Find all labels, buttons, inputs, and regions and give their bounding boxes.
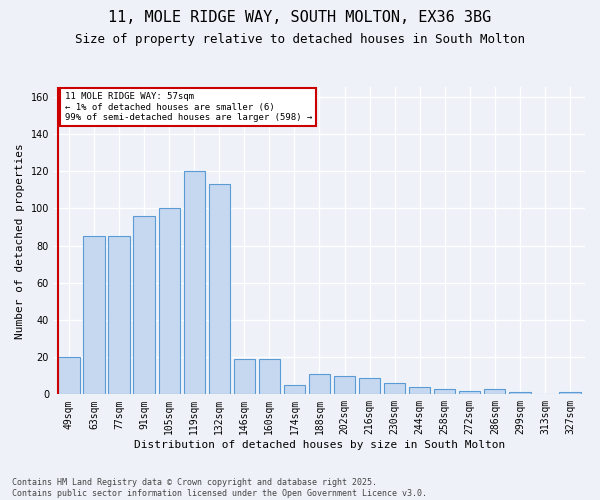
X-axis label: Distribution of detached houses by size in South Molton: Distribution of detached houses by size …: [134, 440, 505, 450]
Bar: [158, 208, 180, 394]
Bar: [233, 359, 255, 394]
Text: Size of property relative to detached houses in South Molton: Size of property relative to detached ho…: [75, 32, 525, 46]
Bar: [284, 385, 305, 394]
Bar: [434, 389, 455, 394]
Bar: [209, 184, 230, 394]
Y-axis label: Number of detached properties: Number of detached properties: [15, 143, 25, 339]
Text: Contains HM Land Registry data © Crown copyright and database right 2025.
Contai: Contains HM Land Registry data © Crown c…: [12, 478, 427, 498]
Bar: [184, 171, 205, 394]
Text: 11, MOLE RIDGE WAY, SOUTH MOLTON, EX36 3BG: 11, MOLE RIDGE WAY, SOUTH MOLTON, EX36 3…: [109, 10, 491, 25]
Bar: [259, 359, 280, 394]
Bar: [509, 392, 530, 394]
Bar: [109, 236, 130, 394]
Bar: [83, 236, 104, 394]
Bar: [559, 392, 581, 394]
Bar: [58, 357, 80, 395]
Bar: [484, 389, 505, 394]
Bar: [133, 216, 155, 394]
Bar: [459, 390, 481, 394]
Bar: [359, 378, 380, 394]
Bar: [384, 383, 405, 394]
Bar: [409, 387, 430, 394]
Bar: [334, 376, 355, 394]
Bar: [309, 374, 330, 394]
Text: 11 MOLE RIDGE WAY: 57sqm
← 1% of detached houses are smaller (6)
99% of semi-det: 11 MOLE RIDGE WAY: 57sqm ← 1% of detache…: [65, 92, 312, 122]
